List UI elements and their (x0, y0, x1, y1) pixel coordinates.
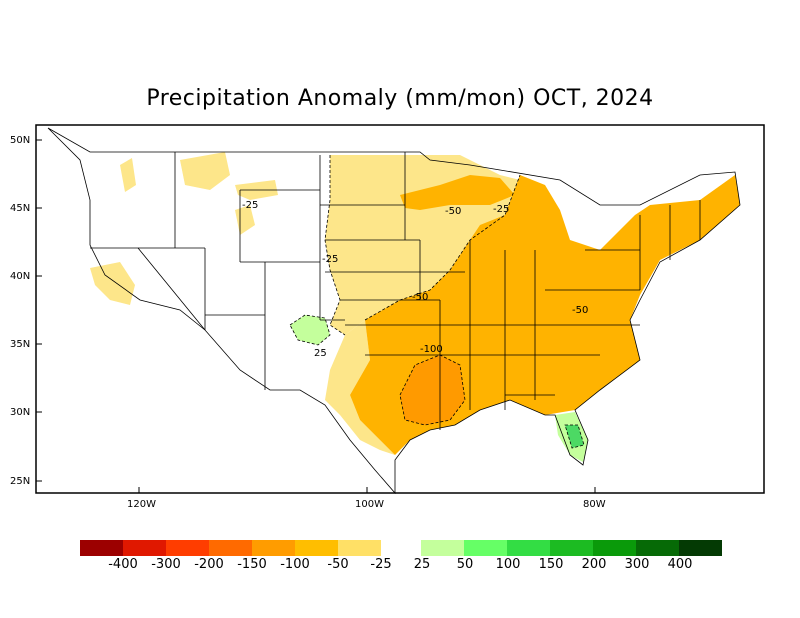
page-title: Precipitation Anomaly (mm/mon) OCT, 2024 (146, 86, 654, 111)
light-dry-region-idaho (120, 158, 136, 192)
legend-tick-25: 25 (413, 557, 431, 572)
contour-wet-nm (289, 314, 331, 346)
legend-swatch-wet-6 (636, 540, 679, 556)
lon-label-100w: 100W (355, 499, 384, 510)
legend-swatch-wet-2 (464, 540, 507, 556)
legend-tick-neg200: -200 (194, 557, 224, 572)
longitude-ticks (138, 487, 596, 493)
legend-swatch-dry-5 (252, 540, 295, 556)
legend-tick-neg150: -150 (237, 557, 267, 572)
anomaly-regions (90, 152, 740, 462)
contour-value-labels: -25 -25 -50 -25 -50 -100 -50 25 (242, 200, 588, 359)
legend-tick-400: 400 (667, 557, 693, 572)
legend-tick-neg25: -25 (370, 557, 392, 572)
moderate-wet-region-florida (565, 425, 584, 448)
contour-dry-plains (324, 155, 346, 336)
legend-swatch-dry-2 (123, 540, 166, 556)
legend-swatch-wet-3 (507, 540, 550, 556)
legend-swatch-dry-6 (295, 540, 338, 556)
legend-tick-neg100: -100 (280, 557, 310, 572)
contour-label-neg50-missouri: -50 (412, 292, 428, 303)
legend-swatch-wet-1 (421, 540, 464, 556)
legend-tick-neg50: -50 (327, 557, 349, 572)
contour-dry-gulf (399, 354, 466, 426)
contour-label-25-newmexico: 25 (314, 348, 327, 359)
legend-swatch-dry-7 (338, 540, 381, 556)
legend-tick-50: 50 (456, 557, 474, 572)
legend-tick-150: 150 (538, 557, 564, 572)
us-outline (47, 127, 741, 495)
legend-tick-neg300: -300 (151, 557, 181, 572)
lat-label-50n: 50N (10, 135, 30, 146)
lat-label-35n: 35N (10, 339, 30, 350)
legend-swatch-wet-5 (593, 540, 636, 556)
contour-label-neg100-arkansas: -100 (420, 344, 443, 355)
lat-label-40n: 40N (10, 271, 30, 282)
contour-lines (289, 155, 585, 449)
legend-swatch-wet-7 (679, 540, 722, 556)
latitude-ticks (36, 139, 42, 482)
contour-label-neg25-wyoming: -25 (242, 200, 258, 211)
lat-label-25n: 25N (10, 476, 30, 487)
state-boundaries (47, 127, 741, 495)
legend-swatch-dry-4 (209, 540, 252, 556)
light-wet-region-new-mexico (290, 315, 330, 345)
legend-tick-200: 200 (581, 557, 607, 572)
contour-label-neg50-virginia: -50 (572, 305, 588, 316)
lat-label-30n: 30N (10, 407, 30, 418)
contour-label-neg25-michigan: -25 (493, 204, 509, 215)
legend-tick-neg400: -400 (108, 557, 138, 572)
light-dry-region-montana (180, 152, 230, 190)
legend-swatch-dry-1 (80, 540, 123, 556)
latitude-labels: 50N 45N 40N 35N 30N 25N (10, 135, 30, 487)
legend-tick-300: 300 (624, 557, 650, 572)
color-legend (80, 540, 722, 556)
longitude-labels: 120W 100W 80W (127, 499, 606, 510)
light-dry-region-california (90, 262, 135, 305)
light-dry-region-texas (325, 320, 395, 455)
legend-tick-100: 100 (495, 557, 521, 572)
strong-dry-region-gulf (400, 355, 465, 425)
legend-swatch-wet-4 (550, 540, 593, 556)
lat-label-45n: 45N (10, 203, 30, 214)
moderate-dry-region-upper-midwest (400, 175, 515, 210)
contour-dry-east (364, 174, 521, 321)
contour-label-neg25-nebraska: -25 (322, 254, 338, 265)
legend-swatch-dry-3 (166, 540, 209, 556)
lon-label-120w: 120W (127, 499, 156, 510)
lon-label-80w: 80W (583, 499, 606, 510)
contour-label-neg50-wisconsin: -50 (445, 206, 461, 217)
